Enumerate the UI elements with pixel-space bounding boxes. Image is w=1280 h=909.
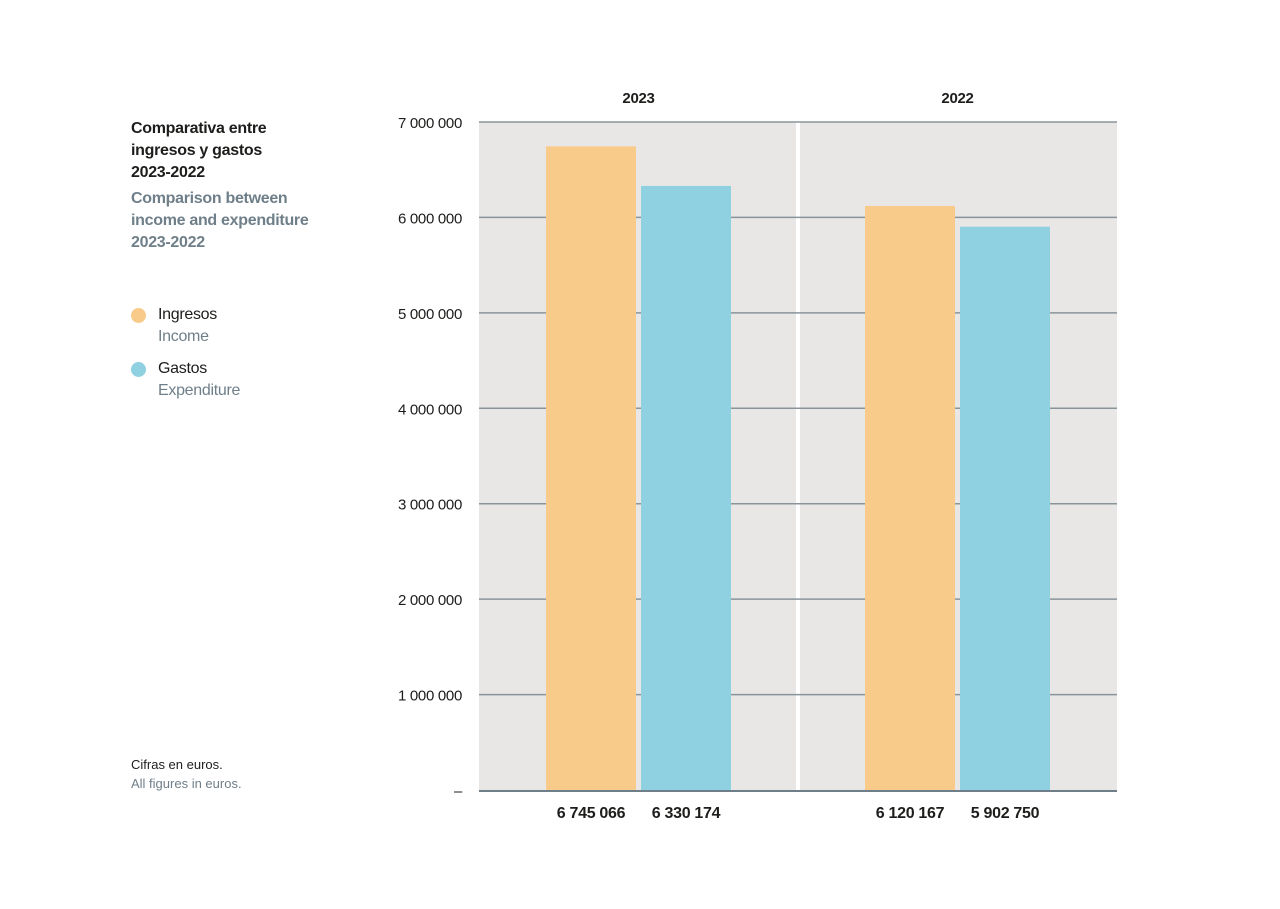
y-tick-label: 2 000 000 — [398, 592, 462, 609]
units-note: Cifras en euros. All figures in euros. — [131, 755, 242, 793]
y-tick-label: 6 000 000 — [398, 210, 462, 227]
category-label-2023: 2023 — [622, 90, 654, 107]
plot-panel-2022 — [800, 122, 1117, 790]
value-label-ingresos-2023: 6 745 066 — [557, 805, 626, 822]
legend-label-expenditure: Expenditure — [158, 382, 241, 399]
chart-title-block: Comparativa entre ingresos y gastos 2023… — [131, 118, 361, 254]
plot-panel-2023 — [479, 122, 796, 790]
category-label-2022: 2022 — [941, 90, 973, 107]
value-label-gastos-2022: 5 902 750 — [971, 805, 1040, 822]
y-tick-label: 5 000 000 — [398, 306, 462, 323]
y-tick-label: 1 000 000 — [398, 688, 462, 705]
bar-gastos-2023 — [641, 185, 731, 790]
y-tick-label: 3 000 000 — [398, 497, 462, 514]
y-tick-label: – — [454, 783, 463, 800]
chart-subtitle: Comparison between income and expenditur… — [131, 190, 309, 251]
legend-label-ingresos: Ingresos — [158, 306, 217, 323]
units-note-es: Cifras en euros. — [131, 757, 223, 772]
value-label-gastos-2023: 6 330 174 — [652, 805, 721, 822]
legend-label-gastos: Gastos — [158, 360, 207, 377]
legend-dot-gastos — [131, 362, 146, 377]
units-note-en: All figures in euros. — [131, 776, 242, 791]
legend: Ingresos Income Gastos Expenditure — [131, 304, 240, 412]
legend-label-income: Income — [158, 328, 209, 345]
bar-gastos-2022 — [960, 226, 1050, 791]
bar-ingresos-2022 — [865, 205, 955, 791]
legend-dot-ingresos — [131, 308, 146, 323]
bar-ingresos-2023 — [546, 146, 636, 790]
value-label-ingresos-2022: 6 120 167 — [876, 805, 945, 822]
y-tick-label: 7 000 000 — [398, 115, 462, 132]
legend-item-gastos: Gastos Expenditure — [131, 358, 240, 402]
legend-item-ingresos: Ingresos Income — [131, 304, 240, 348]
y-tick-label: 4 000 000 — [398, 401, 462, 418]
chart-title: Comparativa entre ingresos y gastos 2023… — [131, 120, 267, 181]
